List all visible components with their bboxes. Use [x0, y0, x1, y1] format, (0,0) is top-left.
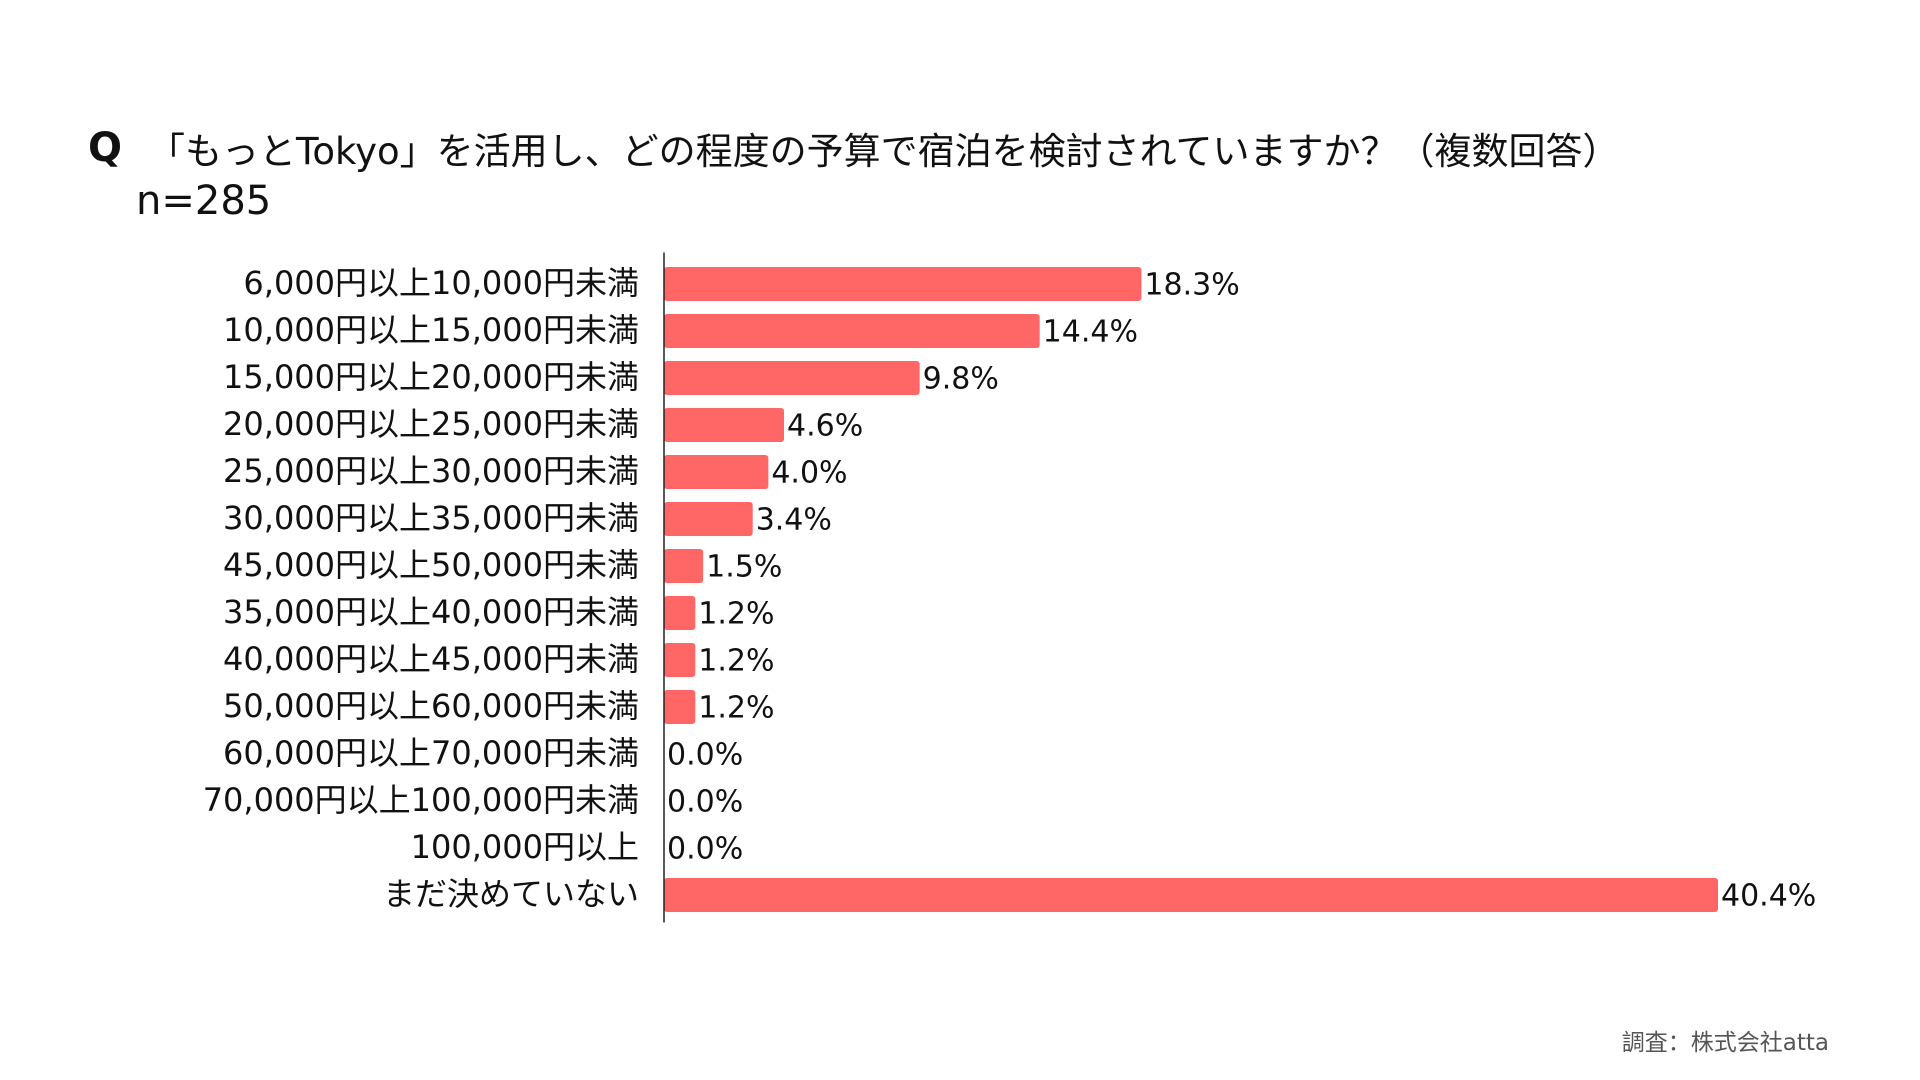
value-label: 1.2%: [698, 644, 774, 679]
bar: [664, 314, 1040, 348]
category-label: 35,000円以上40,000円未満: [223, 593, 639, 631]
bar: [664, 643, 696, 677]
bar: [664, 878, 1718, 912]
value-label: 18.3%: [1144, 268, 1239, 303]
category-label: 100,000円以上: [411, 828, 639, 866]
bar: [664, 549, 704, 583]
bar: [664, 690, 696, 724]
value-label: 4.0%: [771, 456, 847, 491]
value-label: 1.2%: [698, 691, 774, 726]
bar: [664, 455, 769, 489]
value-label: 0.0%: [667, 832, 743, 867]
bar: [664, 361, 920, 395]
category-label: 25,000円以上30,000円未満: [223, 452, 639, 490]
value-label: 0.0%: [667, 785, 743, 820]
sample-size-label: n=285: [136, 178, 272, 224]
source-credit: 調査：株式会社atta: [1621, 1030, 1829, 1056]
question-mark-label: Q: [88, 125, 123, 171]
category-label: 50,000円以上60,000円未満: [223, 687, 639, 725]
category-label: 20,000円以上25,000円未満: [223, 405, 639, 443]
value-label: 40.4%: [1721, 879, 1816, 914]
bar: [664, 502, 753, 536]
chart-title-row: Q 「もっとTokyo」を活用し、どの程度の予算で宿泊を検討されていますか？（複…: [88, 118, 1620, 178]
bar: [664, 267, 1142, 301]
category-label: 40,000円以上45,000円未満: [223, 640, 639, 678]
category-label: 15,000円以上20,000円未満: [223, 358, 639, 396]
value-label: 3.4%: [756, 503, 832, 538]
category-label: 6,000円以上10,000円未満: [243, 264, 639, 302]
value-label: 9.8%: [923, 362, 999, 397]
value-label: 14.4%: [1043, 315, 1138, 350]
bar: [664, 408, 785, 442]
category-label: 10,000円以上15,000円未満: [223, 311, 639, 349]
value-label: 4.6%: [787, 409, 863, 444]
category-label: 30,000円以上35,000円未満: [223, 499, 639, 537]
chart-title: 「もっとTokyo」を活用し、どの程度の予算で宿泊を検討されていますか？（複数回…: [148, 130, 1620, 173]
bar: [664, 596, 696, 630]
category-label: 45,000円以上50,000円未満: [223, 546, 639, 584]
value-label: 0.0%: [667, 738, 743, 773]
category-label: 60,000円以上70,000円未満: [223, 734, 639, 772]
value-label: 1.2%: [698, 597, 774, 632]
category-label: 70,000円以上100,000円未満: [203, 781, 639, 819]
category-label: まだ決めていない: [383, 875, 639, 913]
value-label: 1.5%: [706, 550, 782, 585]
